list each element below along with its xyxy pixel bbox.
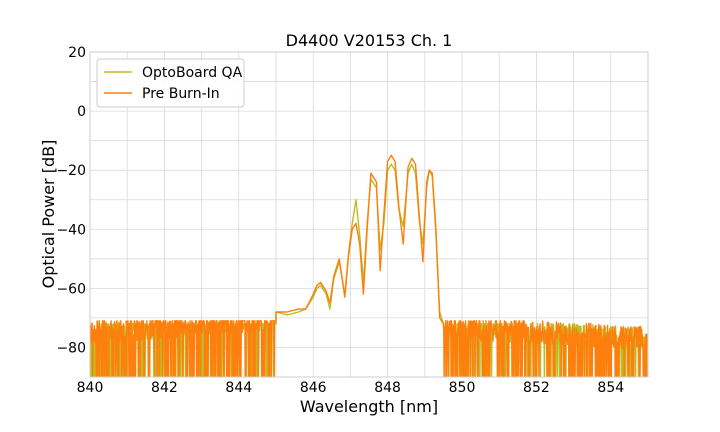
x-tick-label: 854 [597, 380, 624, 396]
x-axis-label: Wavelength [nm] [300, 397, 438, 416]
x-tick-label: 842 [151, 380, 178, 396]
plot-frame [89, 51, 649, 378]
x-tick-labels: 840 842 844 846 848 850 852 854 [77, 380, 625, 396]
x-tick-label: 850 [449, 380, 476, 396]
legend-box [96, 58, 245, 108]
legend-label-pre-burn-in: Pre Burn-In [142, 86, 220, 102]
y-tick-label: −80 [56, 340, 86, 356]
legend-label-optoboard-qa: OptoBoard QA [142, 65, 243, 81]
y-tick-labels: 20 0 −20 −40 −60 −80 [56, 45, 86, 356]
y-tick-label: −40 [56, 222, 86, 238]
x-tick-label: 844 [225, 380, 252, 396]
y-tick-label: 0 [77, 104, 86, 120]
chart-title: D4400 V20153 Ch. 1 [286, 31, 453, 50]
x-tick-label: 848 [374, 380, 401, 396]
series-layer [90, 154, 648, 377]
x-tick-label: 852 [523, 380, 550, 396]
y-tick-label: −20 [56, 163, 86, 179]
legend: OptoBoard QA Pre Burn-In [96, 58, 245, 108]
y-tick-label: −60 [56, 281, 86, 297]
x-tick-label: 840 [77, 380, 104, 396]
y-tick-label: 20 [68, 45, 86, 61]
series-line-1 [90, 154, 648, 377]
x-tick-label: 846 [300, 380, 327, 396]
y-axis-label: Optical Power [dB] [39, 140, 58, 289]
